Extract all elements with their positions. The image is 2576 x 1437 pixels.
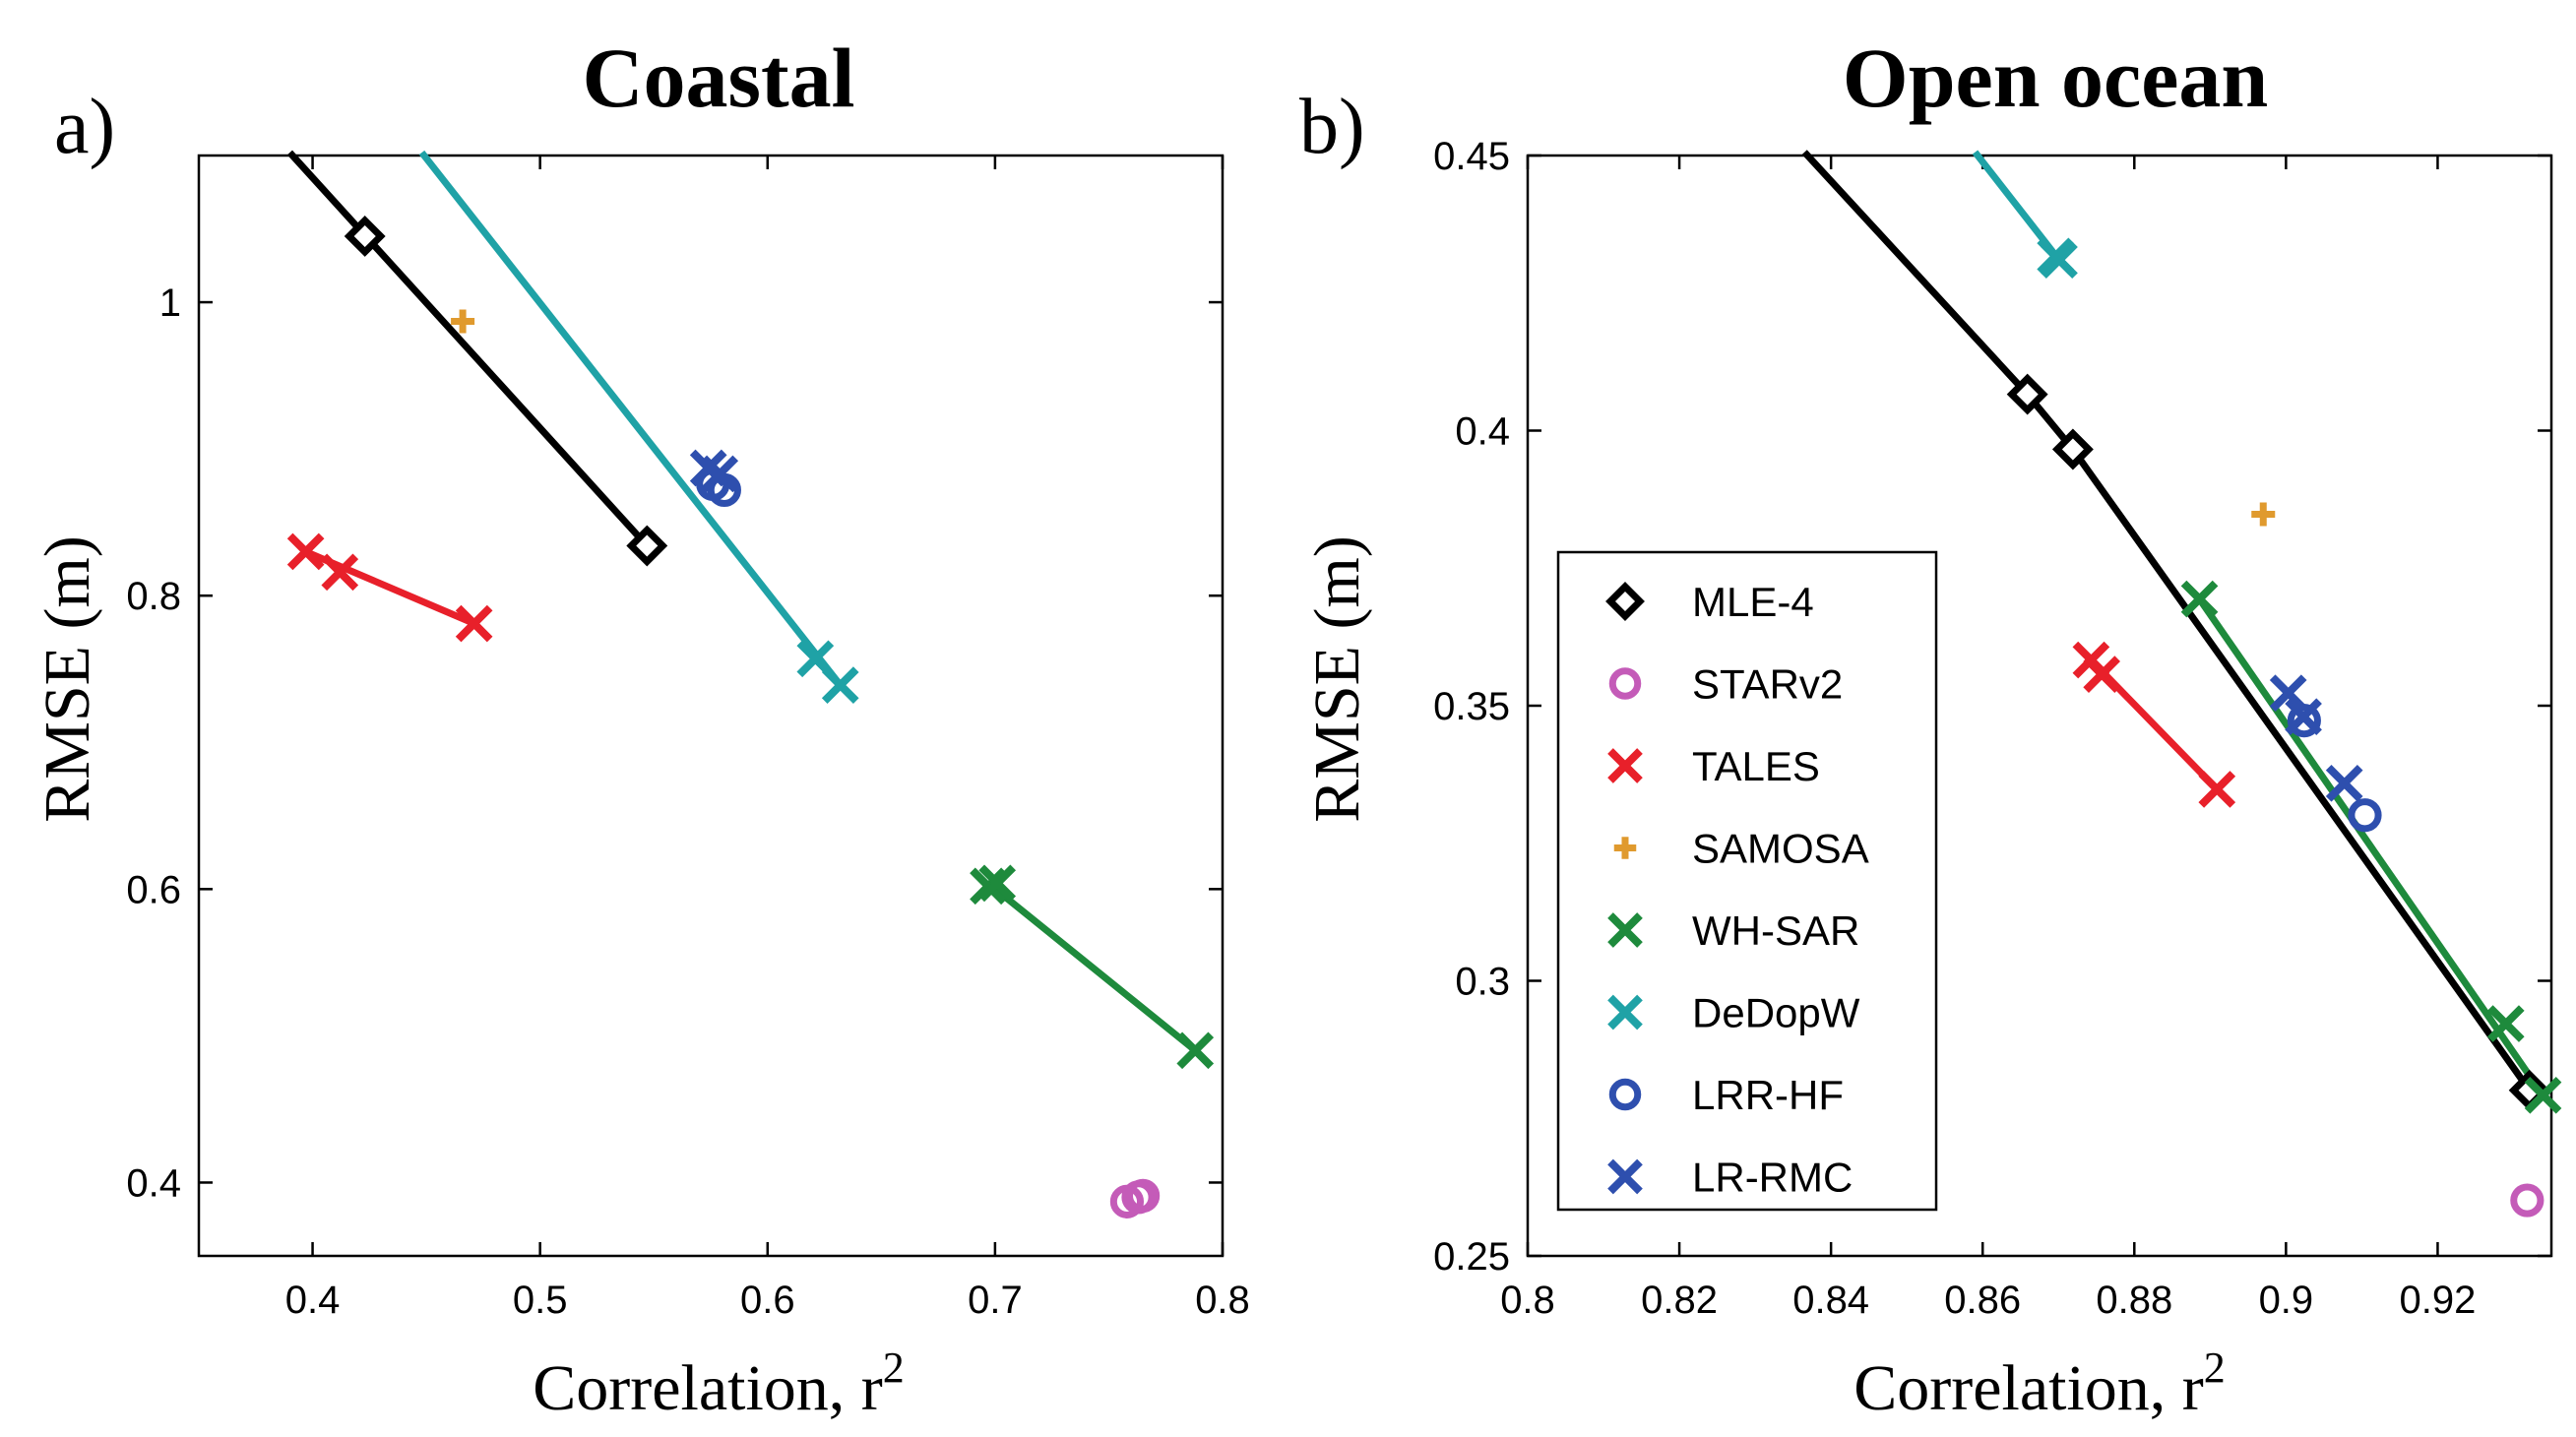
fit-line-wh-sar (985, 880, 1198, 1054)
x-tick-label: 0.84 (1792, 1279, 1869, 1322)
point-mle-4 (344, 216, 386, 257)
legend-item-starv2: STARv2 (1608, 661, 1843, 708)
x-axis-label-a-text: Correlation, r (533, 1352, 883, 1424)
legend-box (1556, 550, 1938, 1212)
markers-b (2006, 237, 2562, 1218)
legend-item-samosa: SAMOSA (1613, 826, 1869, 872)
legend-label: DeDopW (1692, 990, 1860, 1036)
point-lr-rmc (701, 455, 739, 493)
y-tick-label: 0.4 (1455, 410, 1510, 454)
point-tales (2083, 656, 2120, 693)
point-wh-sar (970, 867, 1007, 906)
x-tick-label: 0.88 (2096, 1279, 2172, 1322)
chart-title-coastal: Coastal (582, 31, 854, 125)
fit-line-wh-sar (2196, 596, 2546, 1097)
legend-marker-tales (1607, 748, 1643, 783)
x-tick-label: 0.6 (740, 1279, 795, 1322)
legend-marker-lr-rmc (1607, 1158, 1643, 1195)
point-tales (286, 532, 325, 571)
point-lr-rmc (2285, 698, 2322, 736)
point-mle-4 (626, 525, 668, 567)
x-axis-label-b-text: Correlation, r (1853, 1352, 2204, 1424)
point-mle-4 (2006, 373, 2048, 415)
y-tick-label: 1 (159, 281, 181, 325)
x-axis-label-a: Correlation, r2 (533, 1343, 905, 1424)
x-tick-label: 0.9 (2259, 1279, 2314, 1322)
point-dedopw (821, 666, 859, 704)
legend-item-mle-4: MLE-4 (1605, 579, 1814, 625)
legend-marker-starv2 (1608, 667, 1642, 700)
x-axis-label-b: Correlation, r2 (1853, 1343, 2226, 1424)
legend-label: WH-SAR (1692, 907, 1859, 954)
point-lrr-hf (2348, 798, 2382, 833)
legend-label: MLE-4 (1692, 579, 1814, 625)
point-lr-rmc (2269, 674, 2307, 712)
point-tales (321, 553, 359, 592)
legend-item-lr-rmc: LR-RMC (1607, 1155, 1853, 1201)
point-starv2 (2510, 1183, 2545, 1218)
x-axis-label-a-sup: 2 (883, 1343, 905, 1392)
legend-marker-wh-sar (1607, 912, 1643, 948)
panel-label-b: b) (1299, 84, 1365, 170)
x-tick-label: 0.7 (968, 1279, 1023, 1322)
y-tick-label: 0.4 (126, 1161, 181, 1205)
point-wh-sar (2180, 580, 2219, 618)
x-tick-label: 0.92 (2400, 1279, 2477, 1322)
y-tick-label: 0.25 (1433, 1235, 1510, 1279)
legend-item-wh-sar: WH-SAR (1607, 907, 1859, 954)
legend-marker-mle-4 (1605, 582, 1645, 621)
y-axis-label-a: RMSE (m) (31, 535, 103, 823)
y-tick-label: 0.6 (126, 868, 181, 911)
point-tales (455, 604, 493, 643)
x-tick-label: 0.8 (1195, 1279, 1250, 1322)
point-wh-sar (1176, 1031, 1215, 1070)
markers-a (286, 216, 1215, 1218)
point-wh-sar (2524, 1076, 2562, 1114)
x-axis-label-b-sup: 2 (2204, 1343, 2226, 1392)
legend-item-tales: TALES (1607, 743, 1820, 789)
point-samosa (451, 309, 475, 334)
legend: MLE-4 STARv2 TALES SAMOSA WH-SAR DeDopW LRR-HF… (1556, 550, 1938, 1212)
legend-label: TALES (1692, 743, 1820, 789)
y-tick-label: 0.3 (1455, 961, 1510, 1004)
legend-marker-dedopw (1607, 994, 1643, 1031)
point-lr-rmc (2325, 764, 2363, 802)
point-starv2 (1126, 1178, 1161, 1213)
point-samosa (2251, 502, 2276, 527)
y-tick-label: 0.35 (1433, 685, 1510, 728)
legend-marker-lrr-hf (1608, 1078, 1642, 1111)
y-tick-label: 0.45 (1433, 135, 1510, 178)
fit-line-mle-4 (1801, 150, 2533, 1093)
point-dedopw (2041, 241, 2078, 280)
legend-label: LR-RMC (1692, 1155, 1853, 1201)
plot-frame-a (197, 154, 1225, 1258)
point-wh-sar (978, 864, 1017, 903)
legend-item-dedopw: DeDopW (1607, 990, 1860, 1036)
legend-label: STARv2 (1692, 661, 1843, 708)
legend-label: SAMOSA (1692, 826, 1869, 872)
x-tick-label: 0.86 (1944, 1279, 2021, 1322)
point-mle-4 (2051, 428, 2094, 470)
legend-label: LRR-HF (1692, 1072, 1844, 1118)
x-tick-label: 0.4 (285, 1279, 341, 1322)
panel-coastal: a) Coastal 0.4 0.5 0.6 0.7 0.8 0.4 0.6 0.8 1 Cor… (31, 31, 1250, 1424)
legend-item-lrr-hf: LRR-HF (1608, 1072, 1844, 1118)
fit-line-mle-4 (286, 150, 650, 548)
ticks-a: 0.4 0.5 0.6 0.7 0.8 0.4 0.6 0.8 1 (126, 156, 1250, 1322)
panel-label-a: a) (54, 84, 115, 170)
x-tick-label: 0.8 (1500, 1279, 1555, 1322)
y-axis-label-b: RMSE (m) (1301, 535, 1373, 823)
chart-title-open-ocean: Open ocean (1843, 31, 2268, 125)
point-wh-sar (2486, 1005, 2525, 1042)
legend-marker-samosa (1613, 837, 1637, 859)
y-tick-label: 0.8 (126, 575, 181, 618)
fit-line-dedopw (418, 150, 844, 688)
panel-open-ocean: b) Open ocean 0.8 0.82 0.84 0.86 0.88 0.9 0.92… (1299, 31, 2562, 1424)
ticks-b: 0.8 0.82 0.84 0.86 0.88 0.9 0.92 0.25 0.3 0.35 0.4… (1433, 135, 2551, 1322)
x-tick-label: 0.5 (513, 1279, 568, 1322)
point-tales (2198, 771, 2236, 808)
x-tick-label: 0.82 (1641, 1279, 1718, 1322)
